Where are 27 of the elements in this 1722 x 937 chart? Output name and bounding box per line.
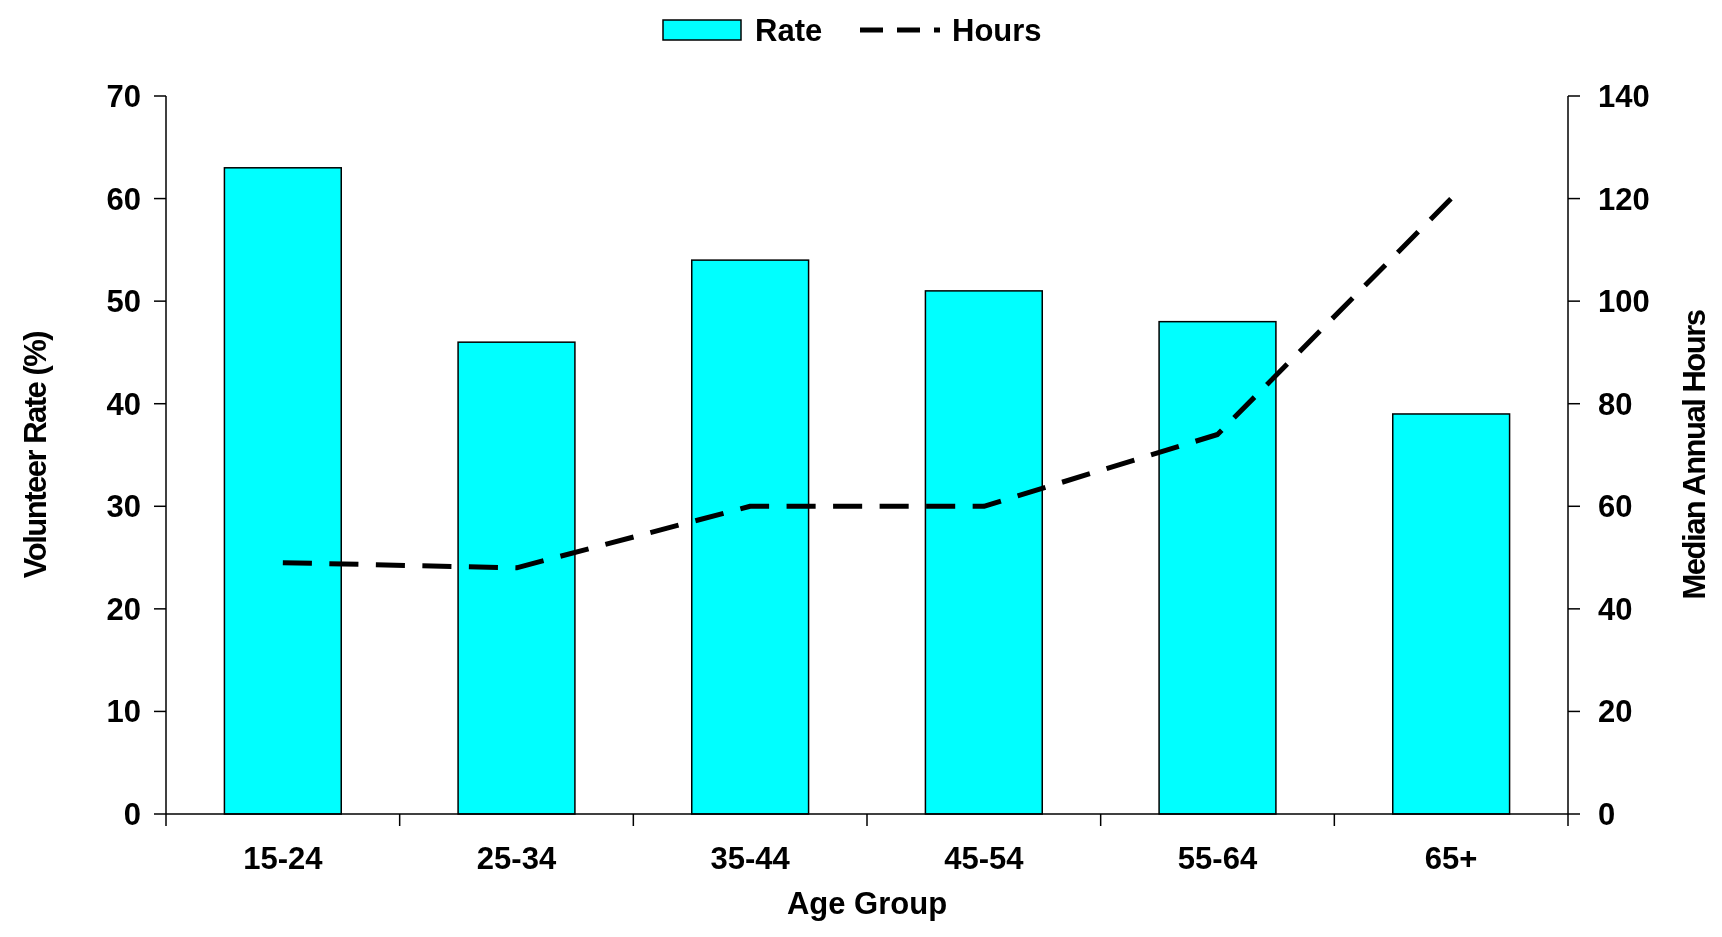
y-tick-label: 0 [123,797,141,832]
x-tick-label: 45-54 [944,841,1025,876]
y-tick-label: 50 [106,284,141,320]
x-tick-label: 25-34 [476,841,557,876]
y2-tick-label: 120 [1598,181,1650,217]
y2-tick-label: 20 [1598,694,1633,730]
y-tick-label: 30 [106,489,141,525]
y-axis-title: Volunteer Rate (%) [18,331,53,579]
y2-tick-label: 60 [1598,489,1633,525]
x-tick-label: 65+ [1424,841,1478,876]
y-tick-label: 10 [106,694,141,730]
y2-tick-label: 100 [1598,284,1650,320]
y2-tick-label: 0 [1598,797,1616,832]
x-axis-title: Age Group [786,886,948,921]
y2-tick-label: 80 [1598,386,1633,422]
y2-tick-label: 40 [1598,591,1633,627]
legend-label: Rate [755,13,823,48]
x-tick-label: 55-64 [1177,841,1258,876]
y-tick-label: 60 [106,181,141,217]
y-tick-label: 40 [106,386,141,422]
y-tick-label: 20 [106,591,141,627]
x-tick-label: 15-24 [243,841,324,876]
y2-axis-title: Median Annual Hours [1677,310,1712,600]
y2-tick-label: 140 [1598,79,1650,114]
x-tick-label: 35-44 [710,841,791,876]
legend-label: Hours [952,13,1042,48]
y-tick-label: 70 [106,79,141,114]
